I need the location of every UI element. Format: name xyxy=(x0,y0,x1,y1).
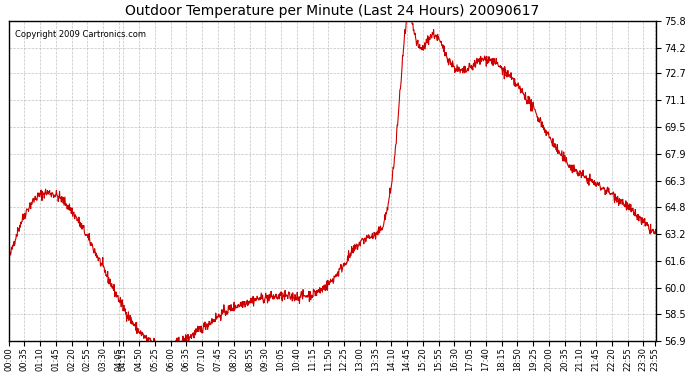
Text: Copyright 2009 Cartronics.com: Copyright 2009 Cartronics.com xyxy=(15,30,146,39)
Title: Outdoor Temperature per Minute (Last 24 Hours) 20090617: Outdoor Temperature per Minute (Last 24 … xyxy=(126,4,540,18)
